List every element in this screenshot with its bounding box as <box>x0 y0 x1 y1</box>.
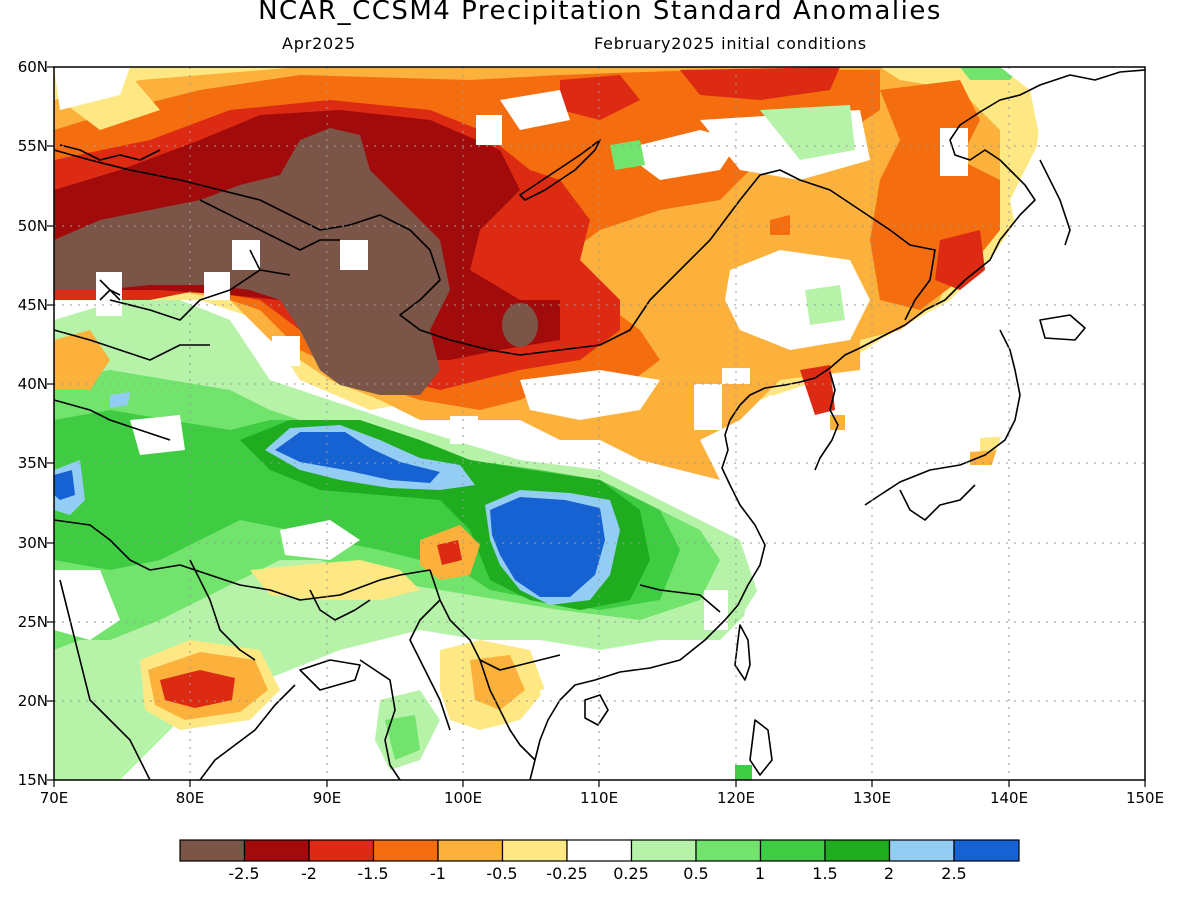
lat-label-40n: 40N <box>17 375 48 393</box>
lat-label-15n: 15N <box>17 771 48 789</box>
colorbar-label: 0.5 <box>683 864 709 883</box>
lat-label-55n: 55N <box>17 137 48 155</box>
map-grid <box>54 67 1145 780</box>
colorbar-label: -1.5 <box>357 864 389 883</box>
colorbar-swatch <box>824 839 891 862</box>
colorbar-swatch <box>953 839 1020 862</box>
colorbar-swatch <box>308 839 375 862</box>
lon-label-150e: 150E <box>1125 789 1165 807</box>
colorbar-label: 2 <box>883 864 895 883</box>
colorbar-label: 2.5 <box>941 864 967 883</box>
colorbar-label: -0.25 <box>546 864 588 883</box>
lat-label-25n: 25N <box>17 613 48 631</box>
lon-label-70e: 70E <box>39 789 69 807</box>
coastlines <box>53 69 1146 781</box>
colorbar-label: -1 <box>430 864 446 883</box>
map-title: NCAR_CCSM4 Precipitation Standard Anomal… <box>258 0 942 26</box>
lon-label-120e: 120E <box>716 789 756 807</box>
colorbar-swatch <box>437 839 504 862</box>
axis-ticks <box>47 66 1146 787</box>
lat-label-45n: 45N <box>17 296 48 314</box>
colorbar-swatch <box>372 839 439 862</box>
colorbar-label: 1.5 <box>812 864 838 883</box>
colorbar-label: 1 <box>754 864 766 883</box>
lon-label-100e: 100E <box>443 789 483 807</box>
colorbar-swatch <box>243 839 310 862</box>
colorbar-swatch <box>759 839 826 862</box>
colorbar-label: 0.25 <box>613 864 649 883</box>
lon-label-130e: 130E <box>852 789 892 807</box>
lat-label-35n: 35N <box>17 454 48 472</box>
colorbar-swatch <box>888 839 955 862</box>
lat-label-30n: 30N <box>17 534 48 552</box>
lat-label-50n: 50N <box>17 217 48 235</box>
ocean-mask <box>735 67 1145 780</box>
lat-label-60n: 60N <box>17 58 48 76</box>
colorbar-swatch <box>695 839 762 862</box>
lat-label-20n: 20N <box>17 692 48 710</box>
lon-label-140e: 140E <box>989 789 1029 807</box>
colorbar <box>179 839 1020 862</box>
colorbar-swatch <box>501 839 568 862</box>
colorbar-label: -2.5 <box>228 864 260 883</box>
forecast-month: Apr2025 <box>282 34 356 53</box>
lon-label-110e: 110E <box>579 789 619 807</box>
anomaly-blue-sichuan <box>490 497 605 597</box>
lon-label-90e: 90E <box>312 789 342 807</box>
lon-label-80e: 80E <box>175 789 205 807</box>
colorbar-label: -2 <box>301 864 317 883</box>
anomaly-field <box>54 67 1145 780</box>
anomaly-blue-tibet <box>275 432 440 483</box>
initial-conditions: February2025 initial conditions <box>594 34 867 53</box>
colorbar-swatch <box>566 839 633 862</box>
colorbar-label: -0.5 <box>486 864 518 883</box>
colorbar-swatch <box>179 839 246 862</box>
colorbar-swatch <box>630 839 697 862</box>
